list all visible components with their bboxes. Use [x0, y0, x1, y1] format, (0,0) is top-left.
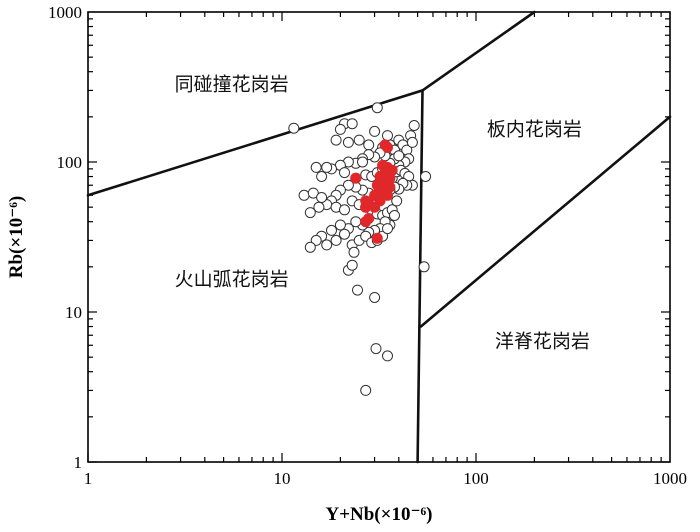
open-data-point	[346, 259, 358, 271]
field-boundary-line	[416, 89, 424, 464]
open-data-point	[370, 343, 382, 355]
filled-data-point	[360, 216, 372, 228]
open-data-point	[406, 136, 418, 148]
filled-data-point	[371, 232, 383, 244]
y-axis-title: Rb(×10⁻⁶)	[6, 196, 27, 279]
open-data-point	[418, 261, 430, 273]
open-data-point	[346, 118, 358, 130]
open-data-point	[369, 292, 381, 303]
open-data-point	[310, 161, 322, 173]
filled-data-point	[382, 189, 393, 201]
tick-labels: 1 10 100 1000 1 10 100 1000	[48, 3, 687, 488]
y-tick-label: 1000	[48, 3, 82, 22]
open-data-point	[304, 241, 316, 253]
open-data-point	[304, 207, 316, 219]
open-data-point	[382, 130, 393, 142]
region-label: 板内花岗岩	[487, 119, 582, 141]
open-data-point	[321, 239, 333, 251]
open-data-point	[342, 179, 354, 191]
open-data-point	[420, 171, 432, 182]
filled-data-point	[382, 142, 393, 153]
x-tick-label: 10	[274, 469, 291, 488]
x-tick-label: 1	[84, 469, 93, 488]
field-boundaries	[86, 10, 672, 464]
open-data-point	[382, 223, 393, 235]
region-label: 同碰撞花岗岩	[175, 73, 289, 95]
open-data-point	[382, 350, 393, 362]
open-data-point	[307, 187, 319, 199]
open-data-point	[330, 234, 342, 246]
open-data-point	[316, 171, 328, 182]
y-tick-label: 100	[57, 153, 83, 172]
field-boundary-line	[419, 115, 672, 328]
region-label: 火山弧花岗岩	[175, 269, 289, 291]
y-tick-label: 10	[65, 303, 82, 322]
x-axis-title: Y+Nb(×10⁻⁶)	[325, 504, 432, 525]
open-data-point	[342, 136, 354, 148]
x-tick-label: 100	[463, 469, 489, 488]
open-data-point	[348, 246, 360, 258]
plot-frame	[87, 11, 671, 463]
x-tick-label: 1000	[653, 469, 687, 488]
open-data-point	[408, 120, 420, 131]
open-data-point	[339, 204, 350, 216]
open-data-point	[352, 284, 363, 296]
open-data-point	[334, 123, 346, 135]
y-tick-label: 1	[74, 453, 83, 472]
filled-data-point	[374, 195, 386, 207]
open-data-point	[326, 224, 337, 236]
open-circle-series	[288, 102, 432, 396]
open-data-point	[310, 234, 322, 246]
region-label: 洋脊花岗岩	[495, 330, 590, 352]
open-data-point	[353, 134, 365, 146]
open-data-point	[363, 139, 375, 151]
filled-circle-series	[350, 139, 398, 244]
open-data-point	[334, 219, 346, 231]
open-data-point	[360, 384, 372, 396]
open-data-point	[369, 125, 381, 137]
open-data-point	[321, 161, 333, 173]
open-data-point	[339, 228, 350, 240]
open-data-point	[288, 122, 300, 134]
open-data-point	[298, 189, 310, 201]
filled-data-point	[350, 172, 362, 184]
open-data-point	[371, 102, 383, 114]
open-data-point	[316, 192, 328, 203]
open-data-point	[357, 156, 368, 168]
open-data-point	[391, 195, 403, 207]
open-data-point	[339, 167, 350, 179]
open-data-point	[393, 150, 405, 162]
open-data-point	[389, 210, 400, 221]
open-data-point	[330, 134, 342, 146]
